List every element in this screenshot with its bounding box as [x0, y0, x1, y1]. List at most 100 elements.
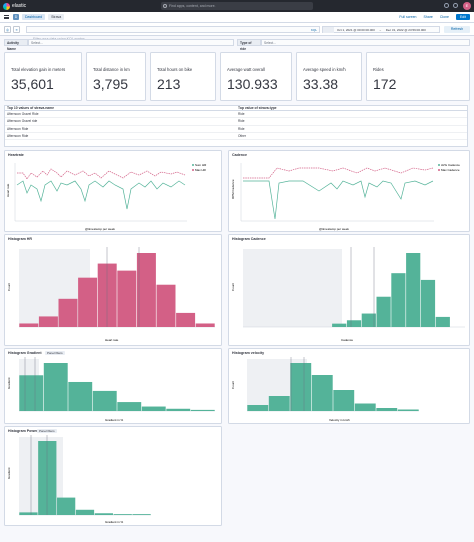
- histogram-bar[interactable]: [391, 273, 406, 327]
- histogram-bar[interactable]: [43, 363, 68, 411]
- kql-language-toggle[interactable]: KQL: [310, 28, 317, 32]
- type-of-ride-label: Type of ride: [237, 39, 261, 51]
- activity-name-label: Activity Name: [4, 39, 28, 51]
- legend-item: Max Cadence: [441, 168, 460, 172]
- activity-name-select[interactable]: Select...: [28, 39, 234, 46]
- histogram-bar[interactable]: [406, 253, 421, 327]
- histogram-bar[interactable]: [268, 396, 290, 411]
- panel-filters-badge[interactable]: Panel filters: [45, 350, 65, 355]
- histogram-bar[interactable]: [117, 402, 142, 411]
- histogram-bar[interactable]: [332, 323, 347, 327]
- histogram-bar[interactable]: [397, 409, 419, 412]
- histogram-bar[interactable]: [166, 408, 191, 411]
- histogram-bar[interactable]: [19, 512, 38, 515]
- share-link[interactable]: Share: [423, 15, 433, 19]
- histogram-bar[interactable]: [156, 284, 176, 327]
- user-avatar[interactable]: E: [463, 2, 471, 10]
- heartrate-panel: Heartrate Heart rate Sum HR Max HR @time…: [4, 150, 222, 232]
- refresh-button[interactable]: Refresh: [444, 26, 470, 33]
- kql-search-input[interactable]: Filter your data using KQL syntax KQL: [26, 26, 320, 41]
- column-header-type[interactable]: Top value of strava.type: [238, 106, 277, 110]
- menu-icon[interactable]: [4, 15, 9, 19]
- histogram-bar[interactable]: [57, 497, 76, 515]
- histogram-bar[interactable]: [113, 514, 132, 515]
- histogram-bar[interactable]: [190, 409, 215, 411]
- histogram-bar[interactable]: [38, 316, 58, 327]
- news-icon[interactable]: [453, 3, 458, 8]
- histogram-bar[interactable]: [92, 390, 117, 411]
- clone-link[interactable]: Clone: [439, 15, 449, 19]
- table-cell: Ride: [238, 119, 245, 124]
- histogram-bar[interactable]: [75, 509, 95, 515]
- histogram-bar[interactable]: [247, 405, 269, 411]
- histogram-bar[interactable]: [333, 390, 355, 411]
- histogram-bar[interactable]: [94, 513, 113, 515]
- chart-title: Histogram HR: [8, 237, 32, 241]
- elastic-logo-icon: [3, 2, 10, 10]
- selection-range: [243, 249, 342, 327]
- type-of-ride-select[interactable]: Select...: [261, 39, 470, 46]
- filter-icon[interactable]: ≡: [13, 26, 20, 33]
- table-cell: Afternoon Gravel Ride: [7, 112, 39, 116]
- table-row: Afternoon Ride Other: [5, 133, 467, 141]
- activity-table: Top 10 values of strava.name Top value o…: [4, 105, 468, 147]
- query-bar: ◎ ≡ Filter your data using KQL syntax KQ…: [0, 23, 474, 41]
- histogram-bar[interactable]: [176, 312, 196, 327]
- x-axis-label: Cadence: [341, 338, 353, 342]
- histogram-bar[interactable]: [78, 277, 98, 327]
- search-icon: [163, 3, 167, 8]
- full-screen-link[interactable]: Full screen: [399, 15, 417, 19]
- space-avatar[interactable]: D: [13, 14, 19, 20]
- legend-item: Max HR: [195, 168, 207, 172]
- histogram-bar[interactable]: [141, 406, 166, 411]
- panel-filters-badge[interactable]: Panel filters: [37, 428, 57, 433]
- histogram-bar[interactable]: [376, 296, 391, 327]
- histogram-bar[interactable]: [136, 253, 156, 327]
- breadcrumb-dashboard[interactable]: Dashboard: [22, 14, 46, 20]
- histogram-gradient-chart: Gradient Gradient in %: [7, 357, 215, 422]
- y-axis-label: Count: [7, 283, 11, 291]
- histogram-bar[interactable]: [38, 441, 57, 515]
- histogram-bar[interactable]: [311, 375, 333, 411]
- histogram-bar[interactable]: [19, 323, 39, 327]
- histogram-bar[interactable]: [420, 279, 436, 327]
- histogram-bar[interactable]: [361, 313, 376, 327]
- histogram-bar[interactable]: [346, 320, 362, 327]
- histogram-cadence-panel: Histogram Cadence Count Cadence: [228, 234, 470, 346]
- global-search-placeholder: Find apps, content, and more.: [169, 4, 216, 8]
- histogram-bar[interactable]: [354, 403, 376, 412]
- global-search-input[interactable]: Find apps, content, and more.: [161, 2, 313, 10]
- histogram-cadence-chart: Count Cadence: [231, 247, 465, 342]
- legend-item: AVG Cadence: [441, 163, 460, 167]
- edit-button[interactable]: Edit: [455, 14, 470, 20]
- saved-query-icon[interactable]: ◎: [4, 26, 11, 33]
- calendar-icon[interactable]: [323, 26, 334, 33]
- table-cell: Ride: [238, 112, 245, 116]
- breadcrumb-strava: Strava: [48, 14, 65, 20]
- histogram-bar[interactable]: [195, 323, 215, 327]
- histogram-bar[interactable]: [435, 316, 450, 327]
- chart-title: Cadence: [232, 153, 247, 157]
- help-icon[interactable]: [444, 3, 449, 8]
- date-picker[interactable]: Oct 1, 2021 @ 00:00:00.000 → Dec 31, 202…: [322, 26, 440, 33]
- table-cell: Ride: [238, 126, 245, 131]
- histogram-bar[interactable]: [19, 375, 44, 411]
- x-axis-label: @timestamp per week: [319, 227, 349, 231]
- metric-label: Total distance in km: [93, 67, 130, 72]
- column-header-name[interactable]: Top 10 values of strava.name: [7, 106, 55, 110]
- histogram-velocity-chart: Count Velocity in km/h: [231, 357, 419, 422]
- cadence-chart: RPM Cadence AVG Cadence Max Cadence @tim…: [231, 163, 460, 231]
- histogram-power-chart: Gradient Gradient in %: [7, 435, 151, 524]
- histogram-bar[interactable]: [117, 270, 137, 327]
- histogram-bar[interactable]: [58, 298, 78, 327]
- date-from[interactable]: Oct 1, 2021 @ 00:00:00.000: [337, 27, 375, 32]
- metric-value: 213: [157, 76, 181, 92]
- histogram-bar[interactable]: [132, 514, 151, 515]
- heartrate-chart: Heart rate Sum HR Max HR @timestamp per …: [6, 163, 207, 231]
- histogram-bar[interactable]: [68, 381, 93, 411]
- date-to[interactable]: Dec 31, 2022 @ 23:59:00.000: [385, 27, 426, 32]
- histogram-bar[interactable]: [376, 408, 398, 411]
- histogram-bar[interactable]: [290, 363, 312, 411]
- metric-label: Average speed in km/h: [303, 67, 346, 72]
- elastic-logo[interactable]: elastic: [3, 2, 26, 10]
